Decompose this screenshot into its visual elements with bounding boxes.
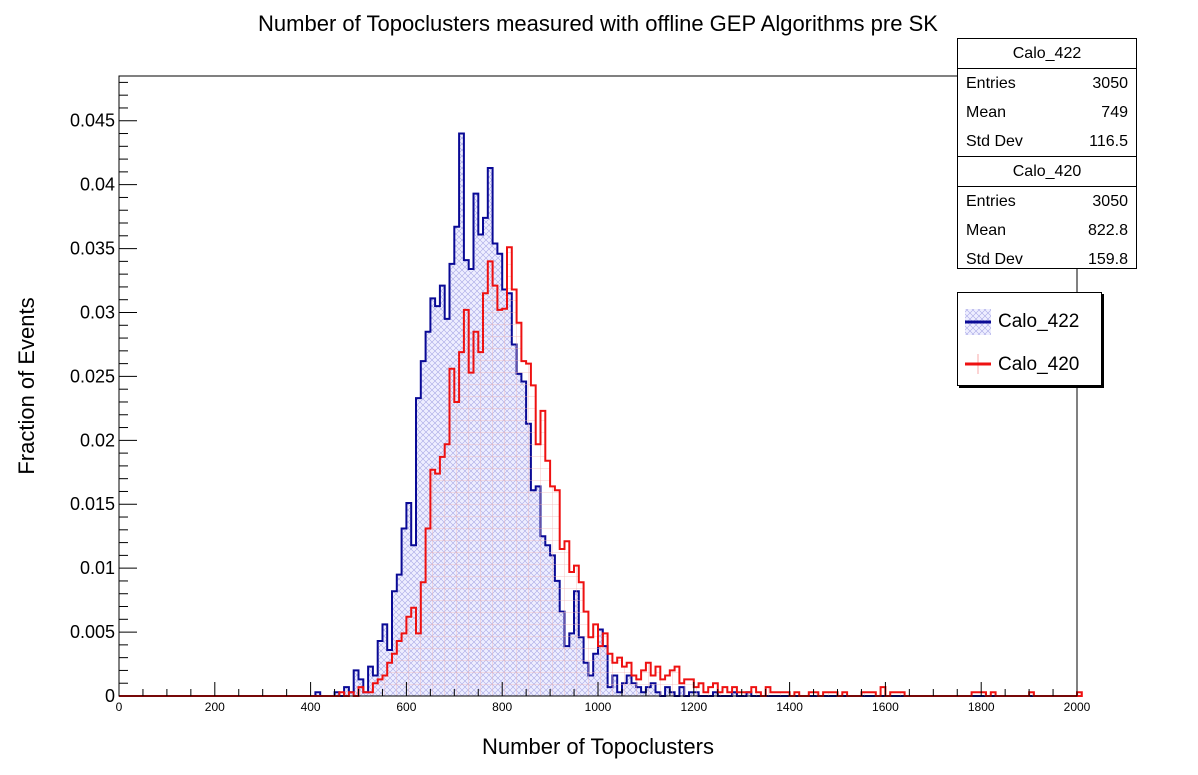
stats-value: 749 [1101, 104, 1128, 121]
x-tick-label: 800 [492, 700, 512, 714]
stats-row-mean: Mean 749 [958, 98, 1136, 127]
legend: Calo_422 Calo_420 [957, 292, 1102, 386]
series-line-calo_422 [119, 132, 1077, 697]
stats-value: 3050 [1092, 193, 1128, 210]
chart-title: Number of Topoclusters measured with off… [258, 11, 938, 36]
legend-swatch-calo-420 [965, 354, 991, 374]
stats-value: 822.8 [1087, 222, 1128, 239]
stats-value: 3050 [1092, 75, 1128, 92]
x-tick-label: 1400 [776, 700, 803, 714]
stats-label: Entries [966, 193, 1016, 210]
stats-label: Std Dev [966, 133, 1023, 150]
y-tick-label: 0.005 [70, 622, 115, 642]
stats-row-entries: Entries 3050 [958, 187, 1136, 216]
plot-frame [118, 75, 1078, 697]
stats-value: 159.8 [1087, 251, 1128, 268]
series-fill-calo_420 [339, 247, 1082, 697]
stats-label: Mean [966, 222, 1007, 239]
stats-label: Entries [966, 75, 1016, 92]
y-tick-label: 0.015 [70, 494, 115, 514]
y-tick-label: 0.04 [80, 175, 115, 195]
y-tick-label: 0.045 [70, 111, 115, 131]
stats-title-calo-420: Calo_420 [958, 156, 1136, 187]
x-tick-label: 1000 [585, 700, 612, 714]
y-tick-label: 0.03 [80, 302, 115, 322]
legend-label: Calo_422 [998, 311, 1080, 332]
x-tick-label: 1800 [968, 700, 995, 714]
y-tick-label: 0.025 [70, 366, 115, 386]
legend-item-calo-422: Calo_422 [964, 307, 1099, 337]
stats-box: Calo_422 Entries 3050 Mean 749 Std Dev 1… [957, 38, 1137, 269]
x-tick-label: 1600 [872, 700, 899, 714]
stats-value: 116.5 [1089, 133, 1128, 150]
x-tick-label: 600 [396, 700, 416, 714]
x-tick-label: 0 [116, 700, 123, 714]
y-tick-label: 0 [105, 686, 115, 706]
legend-label: Calo_420 [998, 354, 1080, 375]
y-tick-label: 0.035 [70, 239, 115, 259]
x-axis-label: Number of Topoclusters [482, 734, 714, 759]
stats-row-entries: Entries 3050 [958, 69, 1136, 98]
y-tick-label: 0.01 [80, 558, 115, 578]
x-tick-label: 1200 [680, 700, 707, 714]
legend-item-calo-420: Calo_420 [964, 350, 1099, 380]
stats-row-mean: Mean 822.8 [958, 216, 1136, 245]
stats-row-std-dev: Std Dev 159.8 [958, 245, 1136, 274]
stats-row-std-dev: Std Dev 116.5 [958, 127, 1136, 156]
x-tick-label: 2000 [1064, 700, 1091, 714]
y-tick-label: 0.02 [80, 430, 115, 450]
x-tick-label: 200 [205, 700, 225, 714]
y-axis-label: Fraction of Events [14, 297, 39, 474]
x-tick-label: 400 [301, 700, 321, 714]
legend-swatch-calo-422 [965, 309, 991, 335]
stats-title-calo-422: Calo_422 [958, 39, 1136, 69]
stats-label: Std Dev [966, 251, 1023, 268]
stats-label: Mean [966, 104, 1007, 121]
series-fill-calo_422 [315, 133, 752, 696]
plot-area: 0 200 400 600 800 1000 1200 1400 1600 1800 2000 0 0.… [70, 75, 1091, 714]
